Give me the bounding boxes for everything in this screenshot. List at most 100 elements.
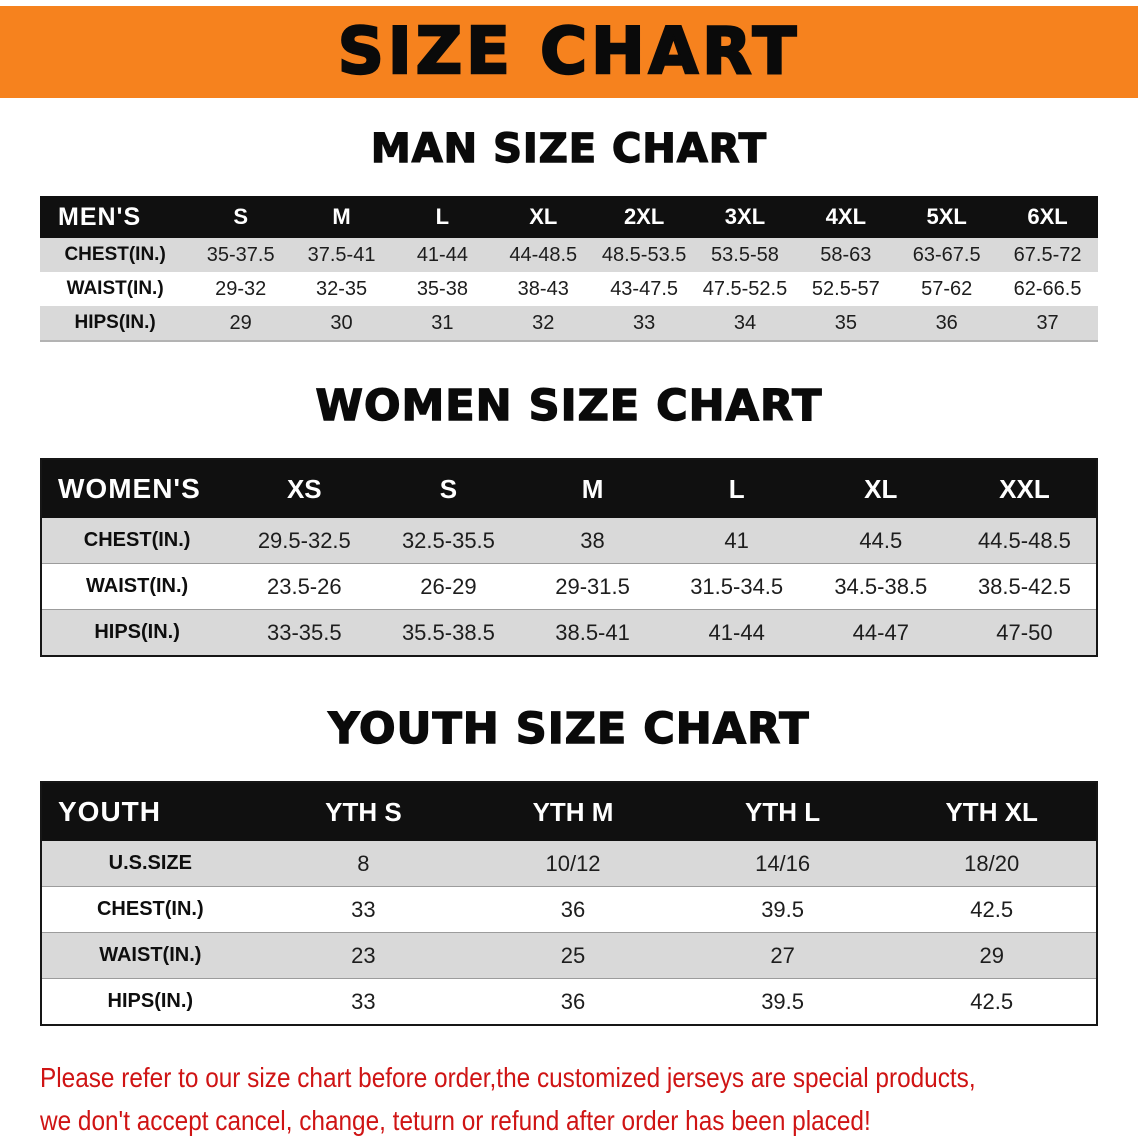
size-value-cell: 26-29 xyxy=(376,563,521,610)
size-value-cell: 42.5 xyxy=(887,978,1097,1025)
disclaimer-note: Please refer to our size chart before or… xyxy=(40,1056,1138,1142)
youth-size-section: YOUTH SIZE CHART YOUTH YTH S YTH M YTH L YTH… xyxy=(0,703,1138,1026)
size-column-header: 3XL xyxy=(694,196,796,238)
measurement-label: CHEST(IN.) xyxy=(41,518,233,564)
size-value-cell: 41 xyxy=(664,518,809,564)
size-value-cell: 38-43 xyxy=(517,277,569,300)
youth-chart-heading: YOUTH SIZE CHART xyxy=(328,703,810,754)
size-column-header: YTH S xyxy=(258,782,469,841)
size-value-cell: 44.5-48.5 xyxy=(952,518,1097,564)
size-value-cell: 27 xyxy=(677,932,888,979)
size-value-cell: 32.5-35.5 xyxy=(376,518,521,564)
size-value-cell: 8 xyxy=(258,841,469,887)
size-value-cell: 63-67.5 xyxy=(896,238,998,272)
men-size-section: MAN SIZE CHART MEN'S S M L XL 2XL 3XL 4XL 5XL 6XL… xyxy=(0,124,1138,342)
measurement-label: HIPS(IN.) xyxy=(41,978,259,1025)
measurement-label: WAIST(IN.) xyxy=(41,932,259,979)
size-column-header: S xyxy=(376,459,521,518)
table-title-cell: MEN'S xyxy=(40,196,191,238)
size-value-cell: 41-44 xyxy=(664,609,809,656)
size-value-cell: 35-38 xyxy=(416,277,468,300)
size-value-cell: 36 xyxy=(896,306,998,341)
youth-size-table: YOUTH YTH S YTH M YTH L YTH XL U.S.SIZE 8 10/12… xyxy=(40,781,1098,1026)
size-value-cell: 57-62 xyxy=(921,277,973,300)
size-value-cell: 29.5-32.5 xyxy=(232,518,377,564)
measurement-label: WAIST(IN.) xyxy=(66,278,164,299)
men-size-table: MEN'S S M L XL 2XL 3XL 4XL 5XL 6XL CHEST(IN.) 35-37… xyxy=(40,196,1098,342)
size-value-cell: 62-66.5 xyxy=(1013,277,1082,300)
size-value-cell: 42.5 xyxy=(887,886,1097,933)
size-value-cell: 48.5-53.5 xyxy=(593,238,695,272)
size-value-cell: 47.5-52.5 xyxy=(702,277,788,300)
size-value-cell: 52.5-57 xyxy=(811,277,880,300)
size-value-cell: 47-50 xyxy=(952,609,1097,656)
page-title: SIZE CHART xyxy=(337,14,801,90)
size-column-header: L xyxy=(664,459,809,518)
size-value-cell: 31 xyxy=(391,306,493,341)
size-value-cell: 41-44 xyxy=(391,238,493,272)
women-size-section: WOMEN SIZE CHART WOMEN'S XS S M L XL XXL CHEST(… xyxy=(0,380,1138,657)
size-value-cell: 44-48.5 xyxy=(492,238,594,272)
measurement-label: HIPS(IN.) xyxy=(41,609,233,656)
measurement-row: CHEST(IN.) 29.5-32.5 32.5-35.5 38 41 44.5 44.5… xyxy=(41,518,1097,564)
size-value-cell: 38 xyxy=(520,518,665,564)
measurement-label: CHEST(IN.) xyxy=(40,238,191,272)
size-value-cell: 38.5-42.5 xyxy=(952,563,1097,610)
size-value-cell: 29 xyxy=(190,306,292,341)
top-banner: SIZE CHART xyxy=(0,6,1138,98)
women-chart-heading: WOMEN SIZE CHART xyxy=(315,380,823,431)
measurement-label: CHEST(IN.) xyxy=(41,886,259,933)
measurement-row: WAIST(IN.) 23 25 27 29 xyxy=(41,932,1097,979)
measurement-row: HIPS(IN.) 33 36 39.5 42.5 xyxy=(41,978,1097,1025)
size-value-cell: 32-35 xyxy=(315,277,368,300)
measurement-label: HIPS(IN.) xyxy=(40,306,191,341)
size-value-cell: 39.5 xyxy=(677,978,888,1025)
size-value-cell: 29-32 xyxy=(215,277,267,300)
table-header-row: MEN'S S M L XL 2XL 3XL 4XL 5XL 6XL xyxy=(40,196,1098,238)
size-value-cell: 32 xyxy=(492,306,594,341)
size-column-header: XL xyxy=(808,459,953,518)
size-column-header: S xyxy=(190,196,292,238)
size-value-cell: 35-37.5 xyxy=(190,238,292,272)
size-column-header: XL xyxy=(492,196,594,238)
size-value-cell: 35.5-38.5 xyxy=(376,609,521,656)
size-value-cell: 44.5 xyxy=(808,518,953,564)
disclaimer-line-1: Please refer to our size chart before or… xyxy=(40,1062,976,1093)
measurement-label: WAIST(IN.) xyxy=(41,563,233,610)
size-column-header: L xyxy=(391,196,493,238)
table-title-cell: WOMEN'S xyxy=(41,459,233,518)
size-value-cell: 36 xyxy=(468,978,678,1025)
measurement-row: HIPS(IN.) 33-35.5 35.5-38.5 38.5-41 41-44 44-… xyxy=(41,609,1097,656)
men-chart-heading: MAN SIZE CHART xyxy=(370,125,768,172)
disclaimer-line-2: we don't accept cancel, change, teturn o… xyxy=(40,1105,871,1136)
size-value-cell: 33-35.5 xyxy=(232,609,377,656)
size-value-cell: 23.5-26 xyxy=(232,563,377,610)
size-value-cell: 67.5-72 xyxy=(997,238,1098,272)
measurement-row: WAIST(IN.) 23.5-26 26-29 29-31.5 31.5-34.5 34… xyxy=(41,563,1097,610)
measurement-label: U.S.SIZE xyxy=(41,841,259,887)
size-value-cell: 23 xyxy=(258,932,469,979)
size-value-cell: 37.5-41 xyxy=(291,238,392,272)
size-value-cell: 30 xyxy=(291,306,392,341)
measurement-row: U.S.SIZE 8 10/12 14/16 18/20 xyxy=(41,841,1097,887)
size-value-cell: 43-47.5 xyxy=(610,277,679,300)
size-column-header: XXL xyxy=(952,459,1097,518)
size-column-header: YTH XL xyxy=(887,782,1097,841)
size-value-cell: 14/16 xyxy=(677,841,888,887)
size-value-cell: 29 xyxy=(887,932,1097,979)
size-column-header: YTH L xyxy=(677,782,888,841)
table-header-row: WOMEN'S XS S M L XL XXL xyxy=(41,459,1097,518)
size-value-cell: 31.5-34.5 xyxy=(664,563,809,610)
size-value-cell: 58-63 xyxy=(795,238,897,272)
size-value-cell: 36 xyxy=(468,886,678,933)
size-value-cell: 18/20 xyxy=(887,841,1097,887)
size-value-cell: 35 xyxy=(795,306,897,341)
size-column-header: M xyxy=(520,459,665,518)
size-value-cell: 34.5-38.5 xyxy=(808,563,953,610)
table-title-cell: YOUTH xyxy=(41,782,259,841)
size-value-cell: 44-47 xyxy=(808,609,953,656)
table-header-row: YOUTH YTH S YTH M YTH L YTH XL xyxy=(41,782,1097,841)
size-value-cell: 37 xyxy=(997,306,1098,341)
size-column-header: 5XL xyxy=(896,196,998,238)
size-value-cell: 38.5-41 xyxy=(520,609,665,656)
